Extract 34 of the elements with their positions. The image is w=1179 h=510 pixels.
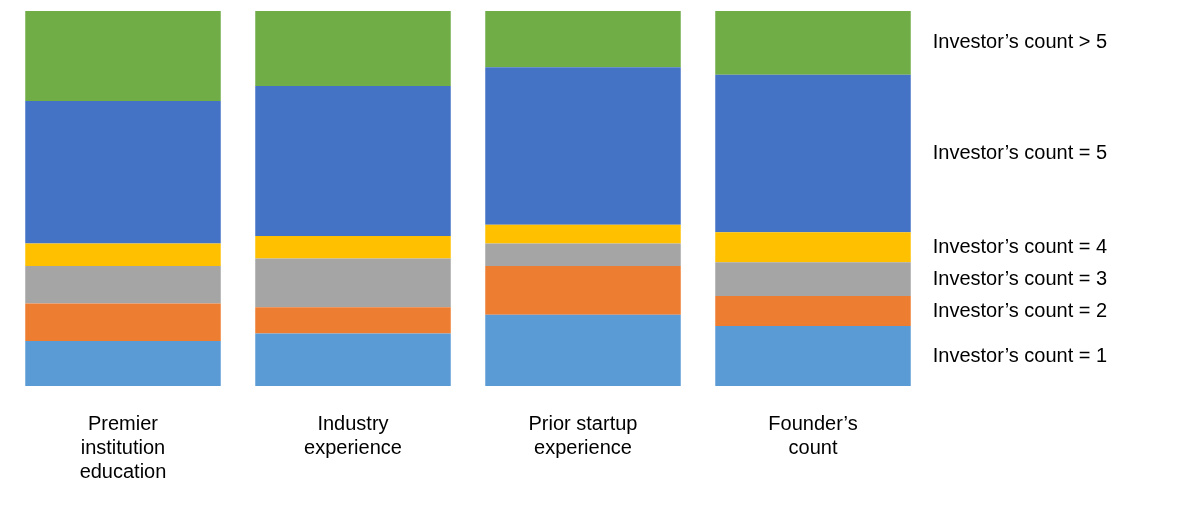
- x-tick-label: Founder’s count: [768, 411, 858, 458]
- bar: [485, 243, 681, 266]
- bar: [25, 341, 221, 386]
- bar: [485, 224, 681, 244]
- series-label: Investor’s count = 5: [932, 141, 1108, 164]
- x-tick-label: Premier institution education: [79, 411, 167, 482]
- bar: [485, 314, 681, 386]
- bar: [25, 11, 221, 101]
- bar: [255, 11, 451, 86]
- bar: [715, 326, 911, 386]
- bar: [25, 303, 221, 341]
- bar: [715, 232, 911, 263]
- bar: [255, 333, 451, 386]
- series-label: Investor’s count = 2: [932, 298, 1108, 321]
- bar: [25, 266, 221, 304]
- bar: [485, 266, 681, 315]
- series-label: Investor’s count > 5: [932, 30, 1108, 53]
- bar: [485, 11, 681, 68]
- x-tick-label: Prior startup experience: [528, 411, 638, 458]
- bar: [255, 307, 451, 334]
- series-label: Investor’s count = 1: [932, 343, 1108, 366]
- bar: [715, 11, 911, 75]
- series-label: Investor’s count = 3: [932, 266, 1108, 289]
- bar: [255, 258, 451, 308]
- bar: [25, 101, 221, 244]
- x-tick-label: Industry experience: [304, 411, 402, 458]
- bar: [485, 67, 681, 225]
- bar: [255, 86, 451, 236]
- bar: [715, 296, 911, 326]
- bar: [25, 243, 221, 266]
- bar: [255, 236, 451, 259]
- bar: [715, 74, 911, 233]
- series-label: Investor’s count = 4: [932, 234, 1108, 257]
- bar: [715, 262, 911, 296]
